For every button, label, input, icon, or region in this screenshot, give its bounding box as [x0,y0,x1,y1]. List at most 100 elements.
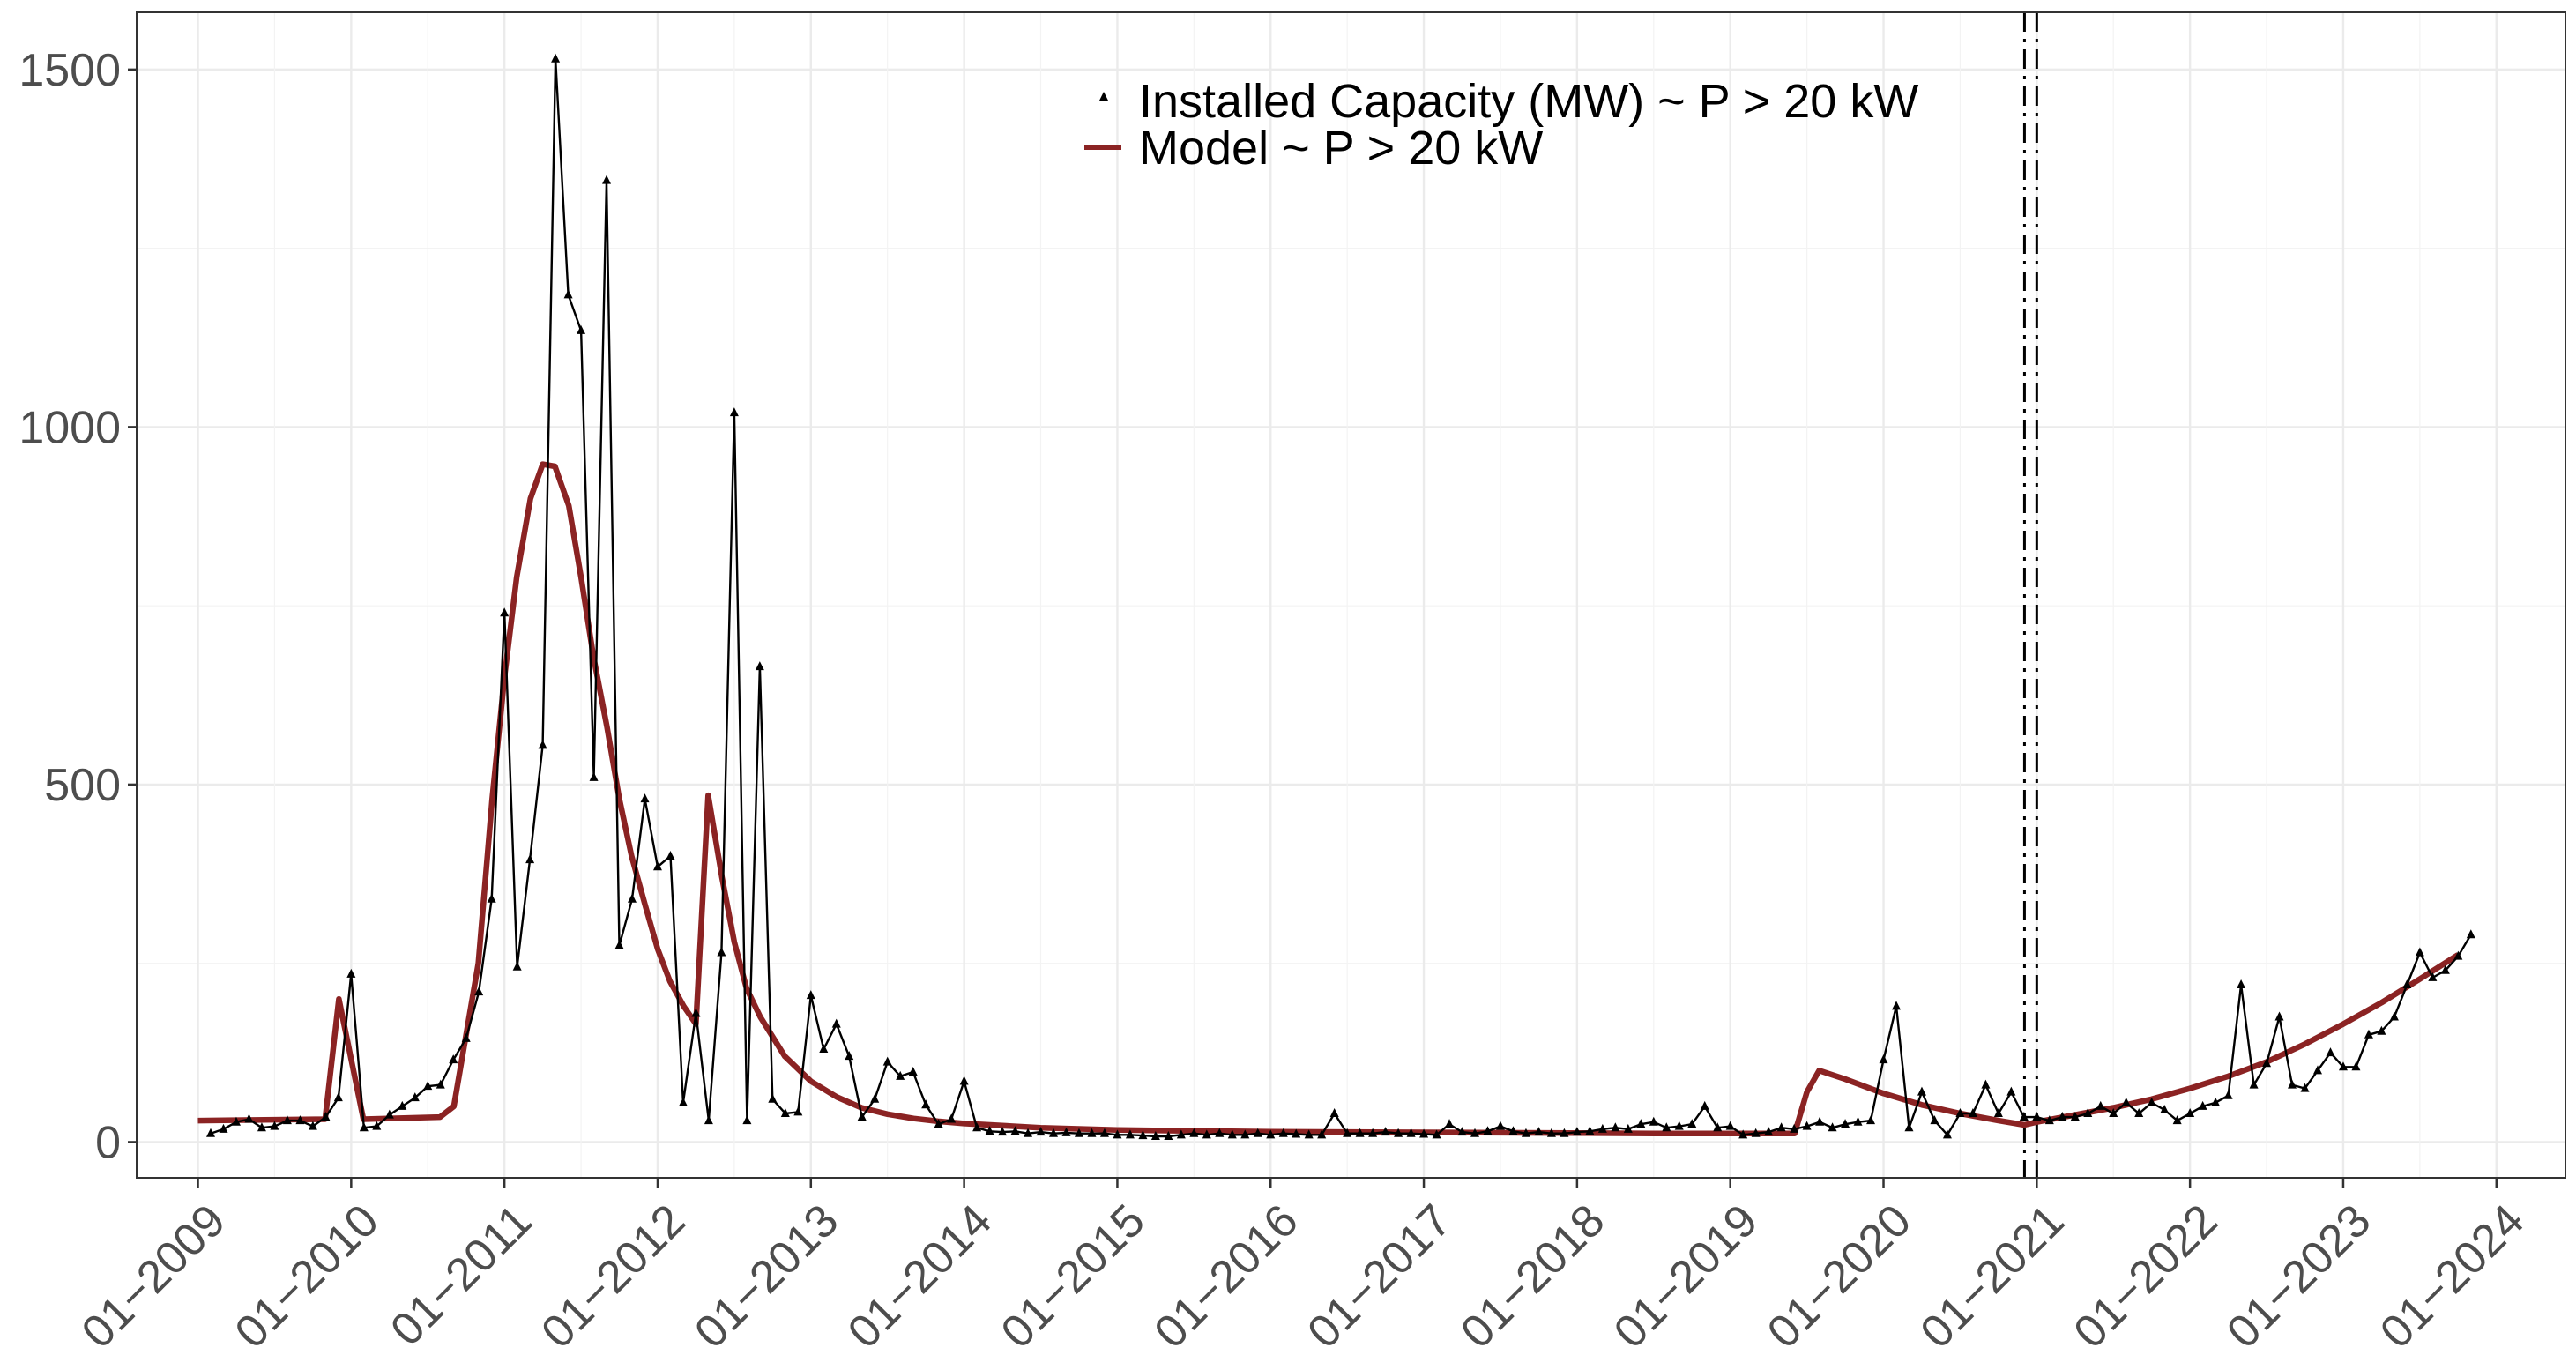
observed-point [628,893,637,903]
observed-point [1317,1129,1327,1139]
observed-point [244,1113,254,1123]
observed-point [538,740,547,749]
observed-point [831,1018,841,1028]
observed-point [410,1092,420,1102]
observed-point [474,987,484,996]
observed-point [487,893,496,903]
observed-point [2326,1047,2335,1057]
observed-point [1828,1122,1837,1132]
observed-point [614,940,624,949]
observed-point [972,1122,982,1132]
observed-point [2428,972,2438,981]
observed-point [666,851,675,860]
observed-point [2006,1086,2016,1096]
observed-point [436,1079,445,1089]
observed-point [1534,1127,1544,1136]
observed-point [333,1092,343,1102]
observed-point [1866,1115,1876,1125]
observed-point [1368,1128,1378,1137]
observed-point [1074,1128,1083,1137]
model-line [197,461,2461,1136]
observed-point [857,1112,867,1121]
observed-point [755,661,764,671]
observed-point [1623,1123,1633,1133]
observed-series [206,53,2475,1140]
observed-point [321,1112,331,1121]
observed-point [398,1100,407,1110]
observed-point [1113,1129,1122,1139]
observed-point [1176,1129,1186,1139]
observed-point [2096,1100,2105,1110]
x-tick-label: 01−2016 [1145,1195,1308,1358]
observed-point [1099,1128,1109,1137]
x-tick-label: 01−2021 [1911,1195,2074,1358]
observed-point [2134,1108,2144,1118]
observed-point [985,1126,994,1135]
observed-point [2300,1083,2310,1092]
observed-point [1585,1126,1595,1135]
observed-point [2058,1112,2067,1121]
observed-point [2389,1011,2399,1021]
y-tick-label: 0 [95,1117,121,1168]
observed-point [1917,1086,1926,1096]
observed-point [1764,1127,1774,1136]
observed-point [270,1121,279,1130]
model-series [197,461,2461,1136]
x-tick-label: 01−2010 [226,1195,389,1358]
x-tick-label: 01−2023 [2217,1195,2380,1358]
x-tick-label: 01−2009 [72,1195,235,1358]
observed-point [577,324,586,334]
observed-point [959,1076,969,1085]
observed-point [1240,1129,1250,1139]
observed-point [2160,1104,2170,1113]
observed-point [602,175,612,184]
observed-point [1879,1054,1888,1064]
observed-point [691,1008,701,1017]
observed-point [2109,1108,2118,1118]
x-tick-label: 01−2017 [1298,1195,1461,1358]
observed-point [1725,1121,1735,1130]
observed-point [896,1070,905,1080]
observed-point [2083,1108,2093,1118]
observed-point [2288,1079,2297,1089]
observed-point [1981,1079,1991,1089]
observed-point [1150,1130,1160,1140]
observed-point [2466,929,2475,939]
observed-point [2198,1100,2207,1110]
observed-point [1138,1130,1148,1140]
observed-point [1662,1122,1671,1132]
observed-point [1343,1128,1352,1137]
observed-point [1802,1121,1812,1130]
observed-line [210,58,2472,1138]
y-tick-label: 500 [44,760,121,811]
observed-point [1993,1108,2003,1118]
x-tick-label: 01−2020 [1758,1195,1921,1358]
observed-point [1215,1128,1225,1137]
observed-point [870,1093,880,1103]
observed-point [1278,1128,1288,1137]
observed-point [423,1081,433,1091]
observed-point [1495,1121,1505,1130]
observed-point [793,1106,803,1116]
observed-point [768,1093,778,1103]
observed-point [461,1032,471,1042]
observed-point [806,990,815,1000]
observed-point [1687,1119,1697,1128]
observed-point [2019,1112,2029,1121]
observed-point [1355,1128,1365,1137]
observed-point [1125,1129,1135,1139]
observed-point [882,1056,892,1066]
observed-point [1432,1129,1441,1139]
observed-point [206,1128,216,1137]
observed-point [729,407,739,417]
observed-point [2312,1065,2322,1075]
observed-point [1304,1129,1314,1139]
observed-point [1010,1126,1020,1135]
observed-point [2262,1058,2272,1068]
observed-point [1508,1126,1518,1135]
observed-point [1521,1128,1530,1137]
observed-point [2351,1061,2361,1071]
observed-point [2121,1097,2131,1106]
observed-point [678,1097,688,1106]
